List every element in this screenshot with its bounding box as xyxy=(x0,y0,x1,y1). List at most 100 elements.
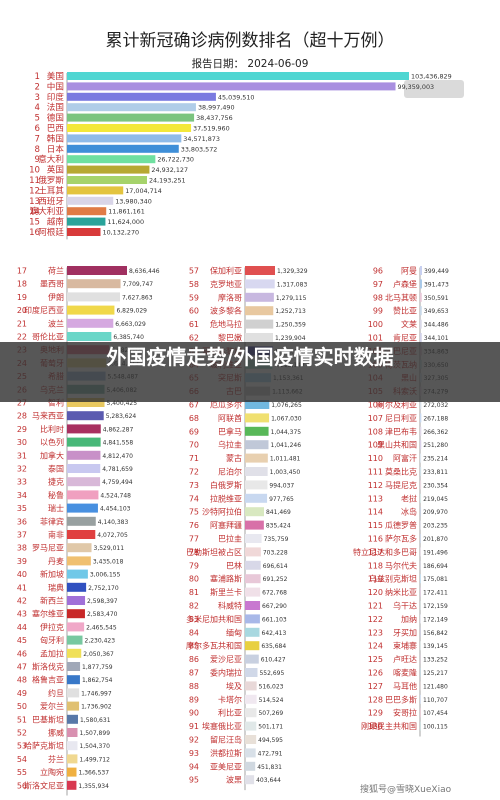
col1-bar xyxy=(67,292,120,302)
col3-rank: 115 xyxy=(368,521,383,530)
col1-name: 秘鲁 xyxy=(48,490,64,500)
col3-name: 阿富汗 xyxy=(393,453,417,463)
col2-rank: 74 xyxy=(189,494,199,503)
col3-value-label: 344,101 xyxy=(424,335,449,342)
col3-name: 喀麦隆 xyxy=(393,668,417,678)
col3-bar xyxy=(420,601,421,610)
col1-bar xyxy=(67,780,77,790)
col1-bar xyxy=(67,477,101,487)
col3-name: 安哥拉 xyxy=(393,708,417,718)
top-bar xyxy=(67,165,150,174)
top-name: 印度 xyxy=(47,91,65,103)
col2-rank: 83 xyxy=(189,615,199,624)
col1-rank: 46 xyxy=(17,649,27,658)
col2-bar xyxy=(245,467,268,476)
col1-name: 巴基斯坦 xyxy=(32,714,64,724)
col1-value-label: 4,140,383 xyxy=(98,519,129,526)
col2-name: 科威特 xyxy=(218,601,242,611)
col2-value-label: 1,250,359 xyxy=(275,322,306,329)
col3-rank: 123 xyxy=(368,628,383,637)
col3-value-label: 172,149 xyxy=(423,616,448,623)
col3-bar xyxy=(420,426,422,436)
col3-rank: 101 xyxy=(368,334,383,343)
col3-name: 牙买加 xyxy=(393,627,417,637)
col3-name: 萨尔瓦多 xyxy=(385,534,417,544)
col3-rank: 129 xyxy=(368,709,383,718)
col1-rank: 54 xyxy=(17,755,27,764)
col2-value-label: 552,695 xyxy=(259,670,284,677)
col2-bar xyxy=(245,681,257,691)
col1-bar xyxy=(67,503,98,513)
col2-name: 斯里兰卡 xyxy=(210,587,242,597)
col3-bar xyxy=(420,721,421,731)
col3-rank: 111 xyxy=(368,468,383,477)
col2-rank: 78 xyxy=(189,548,199,557)
col2-rank: 95 xyxy=(189,776,199,785)
top-value-label: 45,039,510 xyxy=(218,93,255,101)
col1-value-label: 4,812,470 xyxy=(102,453,133,460)
col1-value-label: 3,435,018 xyxy=(93,558,124,565)
col2-rank: 81 xyxy=(189,588,199,597)
col2-bar xyxy=(245,534,262,543)
col3-bar xyxy=(420,534,422,543)
col1-name: 瑞士 xyxy=(48,503,64,513)
top-value-label: 10,132,270 xyxy=(103,229,140,237)
col2-name: 爱沙尼亚 xyxy=(210,655,242,664)
col3-name: 老挝 xyxy=(401,493,417,503)
top-bar xyxy=(67,217,106,226)
col2-bar xyxy=(245,708,257,718)
col1-rank: 37 xyxy=(17,531,27,540)
col3-bar xyxy=(420,440,422,450)
col1-bar xyxy=(67,635,83,645)
col2-value-label: 994,037 xyxy=(269,482,294,489)
col1-bar xyxy=(67,332,112,341)
col1-rank: 39 xyxy=(17,557,27,566)
col3-bar xyxy=(420,493,422,503)
col2-bar xyxy=(245,721,257,731)
top-rank: 3 xyxy=(35,93,40,103)
col3-bar xyxy=(420,681,421,691)
col2-rank: 68 xyxy=(189,414,199,423)
col1-bar xyxy=(67,675,80,685)
col2-rank: 80 xyxy=(189,575,199,584)
col1-bar xyxy=(67,424,101,434)
top-bar xyxy=(67,124,192,132)
col2-bar xyxy=(245,547,261,557)
col2-bar xyxy=(245,333,273,342)
col3-value-label: 267,188 xyxy=(423,415,448,422)
top-bar xyxy=(67,155,156,164)
col1-bar xyxy=(67,279,121,289)
col2-value-label: 672,768 xyxy=(262,590,287,597)
top-bar xyxy=(67,186,124,195)
col1-value-label: 3,529,011 xyxy=(94,545,125,552)
col2-bar xyxy=(245,306,274,316)
col2-bar xyxy=(245,735,257,744)
col3-bar xyxy=(420,560,421,570)
col3-name: 尼日利亚 xyxy=(385,413,417,423)
col1-rank: 51 xyxy=(17,715,27,724)
col3-rank: 125 xyxy=(368,655,383,664)
col2-rank: 69 xyxy=(189,427,199,436)
col1-value-label: 4,454,103 xyxy=(100,506,131,513)
col1-rank: 30 xyxy=(17,438,27,447)
col1-name: 芬兰 xyxy=(48,754,64,764)
top-rank: 9 xyxy=(35,155,40,165)
col2-name: 巴拿马 xyxy=(218,426,242,436)
top-bar xyxy=(67,113,195,122)
col1-value-label: 4,524,748 xyxy=(100,492,131,499)
col3-rank: 106 xyxy=(368,401,383,410)
col2-name: 利比亚 xyxy=(218,708,242,718)
col1-bar xyxy=(67,530,96,539)
col1-value-label: 5,283,624 xyxy=(106,413,137,420)
top-bar xyxy=(67,196,114,205)
col1-name: 匈牙利 xyxy=(40,635,64,645)
col3-bar xyxy=(420,266,422,275)
col1-bar xyxy=(67,596,86,605)
col3-bar xyxy=(420,413,422,423)
col2-value-label: 835,424 xyxy=(266,523,291,530)
col2-rank: 94 xyxy=(189,762,199,771)
col3-value-label: 186,694 xyxy=(423,563,448,570)
col1-name: 塞尔维亚 xyxy=(32,609,64,619)
col2-name: 摩尔多瓦共和国 xyxy=(186,641,242,651)
col3-rank: 127 xyxy=(368,682,383,691)
